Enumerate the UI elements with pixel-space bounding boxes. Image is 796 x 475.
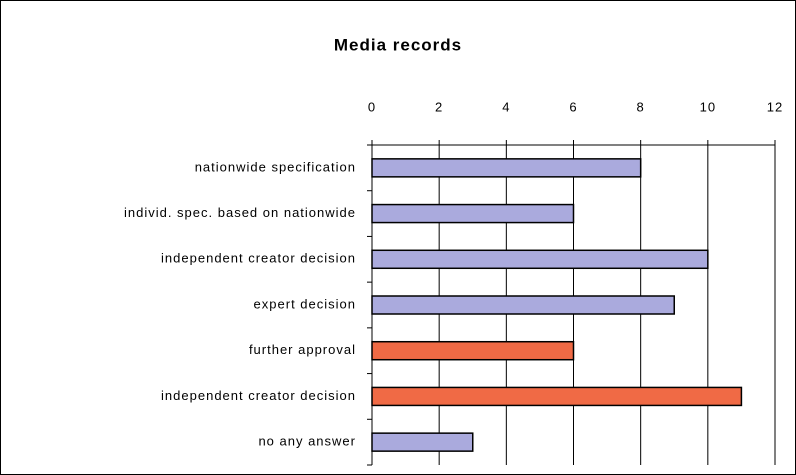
x-tick-label: 0 (368, 99, 376, 114)
y-tick-label: further approval (249, 342, 356, 357)
y-tick-label: expert decision (254, 296, 356, 311)
bar (371, 295, 675, 315)
chart-title: Media records (334, 35, 462, 54)
y-tick-label: nationwide specification (195, 159, 356, 174)
x-tick-label: 10 (700, 99, 716, 114)
bar (371, 432, 474, 452)
y-tick-label: independent creator decision (161, 251, 356, 266)
x-tick-label: 6 (569, 99, 577, 114)
x-tick-label: 4 (502, 99, 510, 114)
bar (371, 158, 642, 178)
bar (371, 386, 743, 407)
x-tick-label: 12 (767, 99, 783, 114)
bar (371, 203, 575, 224)
bar (371, 340, 575, 361)
y-tick-label: no any answer (258, 434, 356, 449)
x-tick-label: 8 (637, 99, 645, 114)
y-tick-label: independent creator decision (161, 388, 356, 403)
x-tick-label: 2 (435, 99, 443, 114)
bar (371, 249, 709, 270)
y-tick-label: individ. spec. based on nationwide (124, 205, 356, 220)
